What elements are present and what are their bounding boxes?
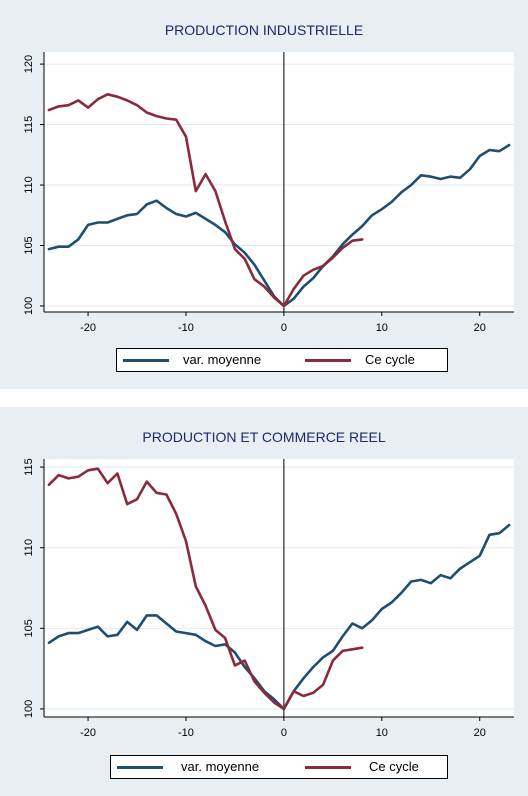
x-tick-label: 20 — [474, 322, 486, 334]
y-tick-label: 105 — [23, 619, 35, 637]
y-tick-label: 100 — [23, 700, 35, 718]
x-tick-label: -20 — [80, 322, 96, 334]
chart-plot-production-commerce: 100 105 110 115 -20 -10 0 10 20 — [23, 458, 514, 739]
chart-title: PRODUCTION INDUSTRIELLE — [164, 22, 364, 38]
plot-area — [44, 459, 514, 717]
plot-area — [44, 52, 514, 312]
chart-title: PRODUCTION ET COMMERCE REEL — [142, 429, 386, 445]
series-line-ce-cycle — [47, 467, 364, 711]
y-tick-label: 110 — [23, 539, 35, 557]
chart-legend: var. moyenne Ce cycle — [116, 348, 448, 372]
legend-label-ce-cycle: Ce cycle — [365, 352, 415, 367]
chart-panel-production-industrielle: PRODUCTION INDUSTRIELLE 100 105 110 115 120-… — [0, 0, 528, 389]
legend-label-ce-cycle: Ce cycle — [369, 759, 419, 774]
y-tick-label: 120 — [23, 55, 35, 73]
y-tick-label: 115 — [23, 116, 35, 134]
y-tick-label: 115 — [23, 458, 35, 476]
y-tick-label: 110 — [23, 176, 35, 194]
x-tick-label: 10 — [376, 727, 388, 739]
x-tick-label: -10 — [178, 322, 194, 334]
chart-plot-production-industrielle: 100 105 110 115 120 -20 -10 0 10 20 — [23, 52, 514, 334]
y-tick-label: 105 — [23, 236, 35, 254]
legend-swatch-var-moyenne — [117, 766, 163, 769]
x-tick-label: -20 — [80, 727, 96, 739]
legend-swatch-var-moyenne — [123, 359, 169, 362]
legend-swatch-ce-cycle — [305, 359, 351, 362]
x-tick-label: 0 — [281, 727, 287, 739]
legend-label-var-moyenne: var. moyenne — [183, 352, 262, 367]
chart-panel-production-commerce: PRODUCTION ET COMMERCE REEL 100 105 110 115… — [0, 407, 528, 796]
series-line-ce-cycle — [47, 93, 364, 308]
series-line-var-moyenne — [47, 523, 511, 711]
y-tick-label: 100 — [23, 297, 35, 315]
x-tick-label: -10 — [178, 727, 194, 739]
legend-swatch-ce-cycle — [305, 766, 351, 769]
x-tick-label: 0 — [281, 322, 287, 334]
x-tick-label: 10 — [376, 322, 388, 334]
x-tick-label: 20 — [474, 727, 486, 739]
legend-label-var-moyenne: var. moyenne — [181, 759, 260, 774]
chart-legend: var. moyenne Ce cycle — [110, 755, 448, 779]
